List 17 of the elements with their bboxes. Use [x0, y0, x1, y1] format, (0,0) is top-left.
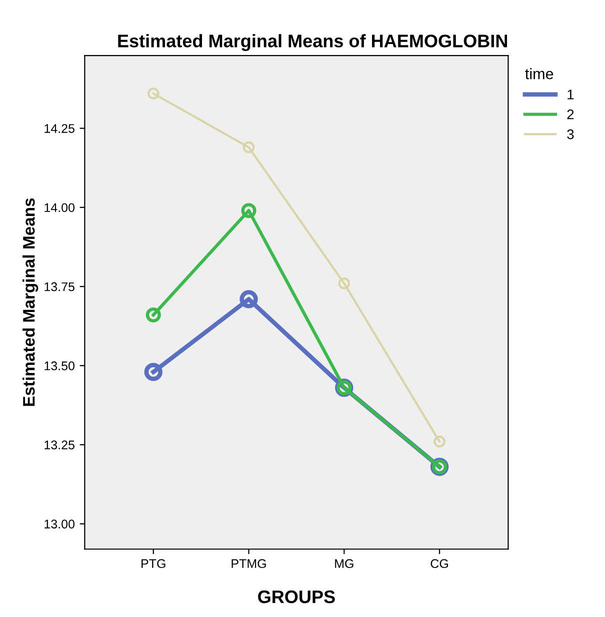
- y-tick-label: 13.00: [44, 520, 74, 528]
- y-axis-title: Estimated Marginal Means: [22, 198, 38, 406]
- legend-label: 2: [567, 109, 574, 120]
- x-tick-label: MG: [335, 559, 354, 568]
- x-axis-title: GROUPS: [258, 590, 335, 604]
- y-tick-label: 14.00: [44, 203, 74, 212]
- x-tick-label: CG: [430, 559, 448, 568]
- y-tick-label: 13.25: [44, 440, 74, 450]
- legend-title: time: [525, 68, 554, 80]
- chart-title: Estimated Marginal Means of HAEMOGLOBIN: [118, 34, 507, 52]
- x-tick-label: PTMG: [232, 559, 266, 568]
- legend-label: 1: [568, 90, 574, 100]
- x-tick-label: PTG: [142, 559, 166, 568]
- legend-label: 3: [567, 129, 574, 140]
- y-tick-label: 13.75: [44, 282, 74, 292]
- y-tick-label: 13.50: [44, 361, 74, 370]
- y-tick-label: 14.25: [44, 124, 74, 133]
